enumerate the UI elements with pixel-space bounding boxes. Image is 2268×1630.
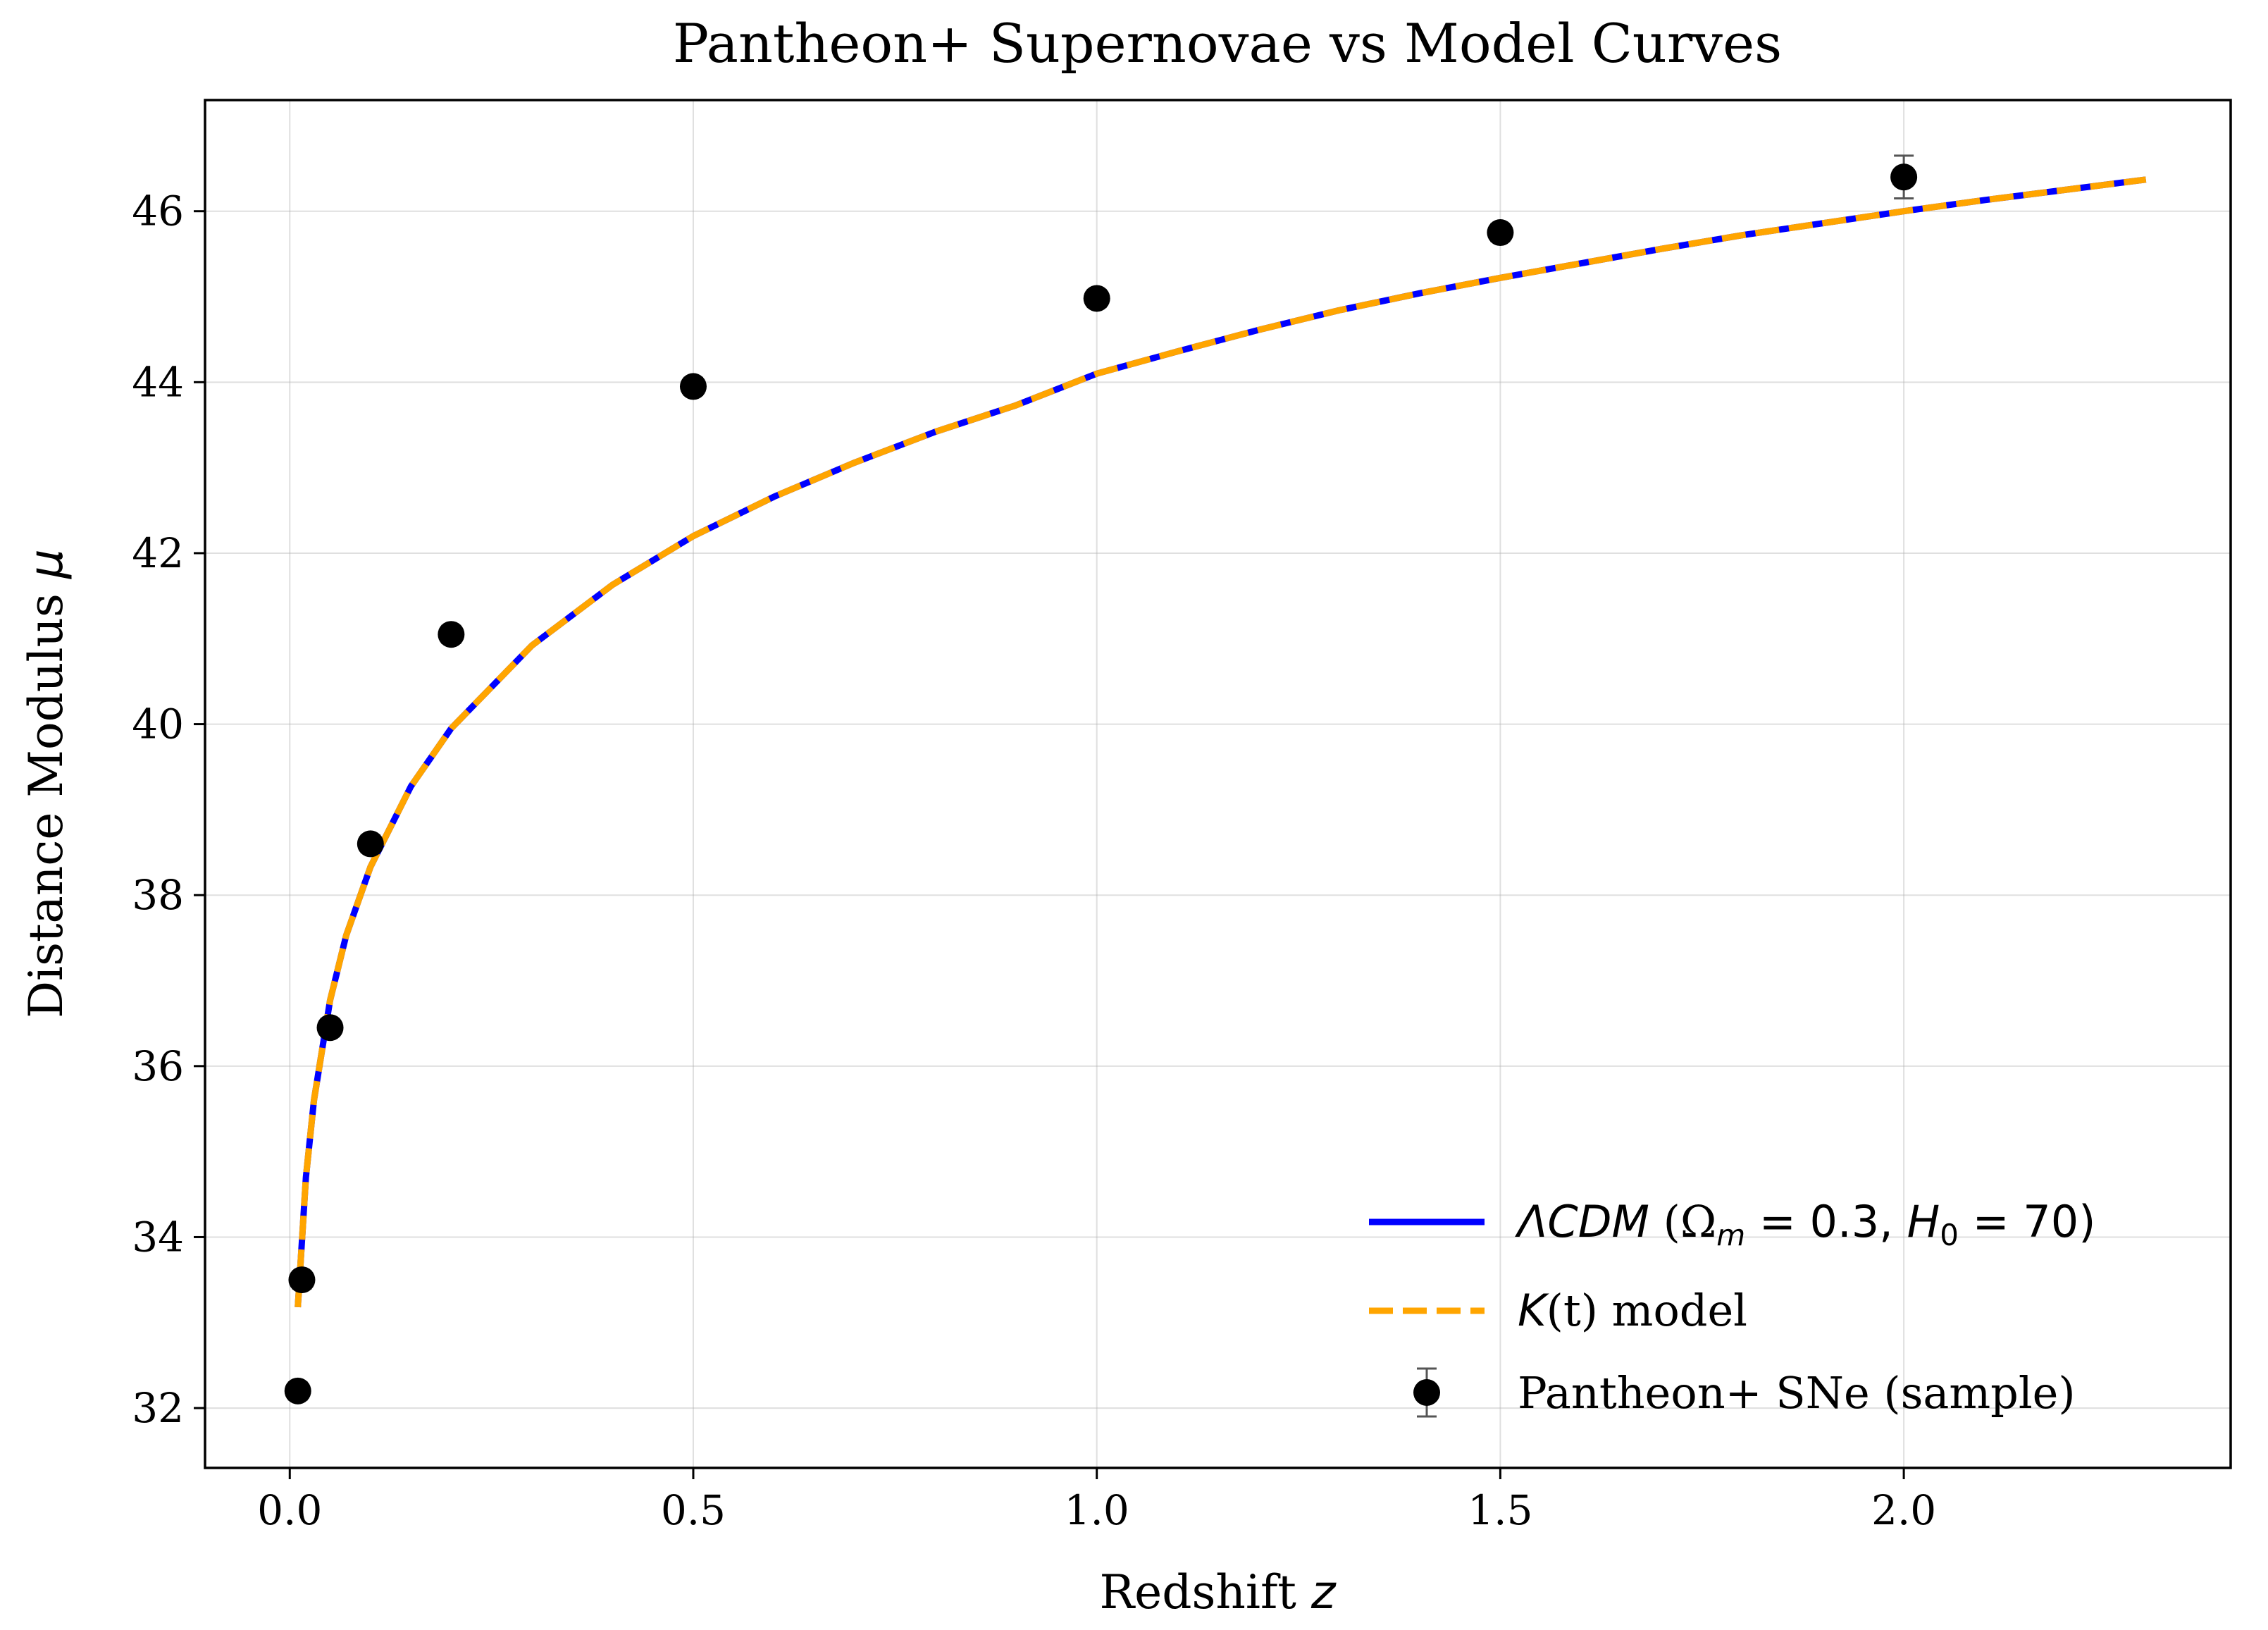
data-point-marker [357,830,384,858]
y-tick-label: 44 [132,358,184,406]
data-point [1083,285,1110,312]
x-axis-label-var: z [1310,1565,1337,1619]
legend-kt-name: K [1518,1285,1549,1336]
legend-label-lcdm: ΛCDM (Ωm = 0.3, H0 = 70) [1515,1196,2095,1252]
data-point-marker [679,373,707,400]
legend-lcdm-close: = 70) [1959,1196,2095,1247]
data-point-marker [1083,285,1110,312]
legend-lcdm-sub1: m [1716,1218,1745,1252]
data-point-marker [288,1266,316,1294]
legend-lcdm-mid: = 0.3, [1745,1196,1907,1247]
y-tick-label: 42 [132,529,184,577]
legend-lcdm-name: ΛCDM [1515,1196,1649,1247]
plot-frame [204,99,2232,1469]
data-point [316,1014,344,1042]
series-line-kt [295,176,2147,1308]
data-point [357,830,384,858]
legend-lcdm-sub2: 0 [1940,1218,1959,1252]
y-axis-label-text: Distance Modulus [19,579,73,1018]
data-point [288,1266,316,1294]
grid [205,100,2231,1468]
data-point-marker [1890,163,1918,191]
series [284,154,2147,1404]
y-tick-label: 34 [132,1213,184,1261]
data-point [1487,219,1514,247]
x-tick-label: 2.0 [1871,1486,1936,1534]
y-tick-label: 32 [132,1384,184,1432]
legend-lcdm-open: (Ω [1649,1196,1716,1247]
legend-swatch-sne-marker [1413,1379,1440,1406]
legend-label-sne: Pantheon+ SNe (sample) [1518,1367,2076,1419]
data-point-marker [438,621,465,648]
data-point [1890,154,1918,200]
y-tick-label: 46 [132,187,184,235]
y-tick-label: 40 [132,700,184,748]
y-axis-label-var: μ [19,549,73,579]
x-tick-label: 0.0 [257,1486,322,1534]
legend-kt-rest: (t) model [1547,1285,1747,1336]
data-point-marker [284,1377,311,1404]
data-point [679,373,707,400]
x-tick-label: 1.5 [1468,1486,1532,1534]
x-axis-label: Redshift z [1099,1565,1336,1619]
x-tick-label: 1.0 [1065,1486,1129,1534]
data-point [438,621,465,648]
x-tick-label: 0.5 [661,1486,726,1534]
y-axis-label: Distance Modulus μ [19,549,73,1018]
data-point-marker [1487,219,1514,247]
data-point [284,1377,311,1404]
legend: ΛCDM (Ωm = 0.3, H0 = 70) K(t) model Pant… [1369,1196,2095,1419]
legend-label-kt: K(t) model [1518,1285,1747,1336]
y-tick-label: 36 [132,1042,184,1090]
legend-lcdm-h: H [1907,1196,1940,1247]
data-point-marker [316,1014,344,1042]
y-tick-label: 38 [132,871,184,919]
x-axis-label-text: Redshift [1099,1565,1310,1619]
ticks: 0.0 0.5 1.0 1.5 2.0 32 34 36 38 40 42 44 46 [132,187,1936,1534]
chart-title: Pantheon+ Supernovae vs Model Curves [673,12,1782,75]
